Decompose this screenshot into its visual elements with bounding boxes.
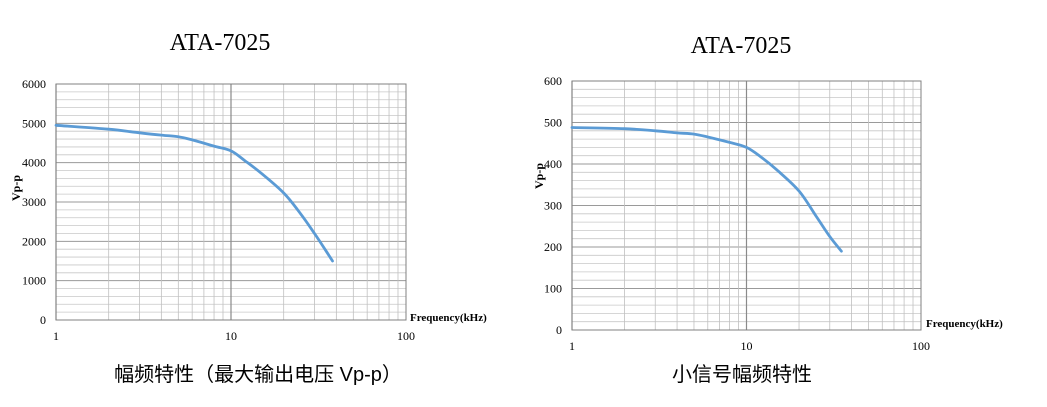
- plot-frame: [55, 83, 407, 321]
- y-tick-labels: 0 100 200 300 400 500 600: [544, 74, 562, 337]
- x-tick-label: 100: [912, 339, 930, 353]
- grid: [55, 83, 406, 321]
- y-tick-label: 500: [544, 116, 562, 130]
- grid: [571, 80, 921, 331]
- plot-frame: [571, 80, 922, 331]
- y-tick-label: 300: [544, 199, 562, 213]
- chart-caption: 小信号幅频特性: [672, 363, 812, 386]
- chart-title: ATA-7025: [170, 30, 271, 56]
- y-tick-label: 5000: [22, 116, 46, 130]
- x-tick-label: 1: [53, 329, 59, 343]
- y-tick-label: 2000: [22, 234, 46, 248]
- axes: [55, 83, 407, 321]
- y-tick-label: 400: [544, 157, 562, 171]
- y-tick-label: 3000: [22, 195, 46, 209]
- series-line: [570, 126, 843, 253]
- chart-caption: 幅频特性（最大输出电压 Vp-p）: [114, 363, 402, 386]
- y-tick-label: 1000: [22, 274, 46, 288]
- series: [54, 123, 334, 263]
- series-line: [54, 123, 334, 263]
- y-tick-label: 200: [544, 240, 562, 254]
- y-axis-label: Vp-p: [532, 163, 546, 189]
- x-axis-label: Frequency(kHz): [926, 318, 1003, 330]
- y-tick-label: 0: [556, 323, 562, 337]
- chart-small-signal: ATA-7025 0 100 200 300 400 500 600 1 10 100 Vp-p…: [532, 33, 1003, 386]
- x-tick-label: 100: [397, 329, 415, 343]
- x-tick-labels: 1 10 100: [569, 339, 930, 353]
- x-tick-labels: 1 10 100: [53, 329, 415, 343]
- chart-title: ATA-7025: [691, 33, 792, 59]
- x-axis-label: Frequency(kHz): [410, 312, 487, 324]
- x-tick-label: 10: [225, 329, 237, 343]
- series: [570, 126, 843, 253]
- x-tick-label: 10: [741, 339, 753, 353]
- y-axis-label: Vp-p: [9, 175, 23, 201]
- y-tick-label: 6000: [22, 77, 46, 91]
- chart-max-output-voltage: ATA-7025 0 1000 2000 3000 4000 5000 6000 1 10 10…: [9, 30, 487, 386]
- y-tick-label: 100: [544, 282, 562, 296]
- x-tick-label: 1: [569, 339, 575, 353]
- y-tick-label: 4000: [22, 156, 46, 170]
- axes: [571, 80, 922, 331]
- y-tick-label: 0: [40, 313, 46, 327]
- y-tick-label: 600: [544, 74, 562, 88]
- y-tick-labels: 0 1000 2000 3000 4000 5000 6000: [22, 77, 46, 327]
